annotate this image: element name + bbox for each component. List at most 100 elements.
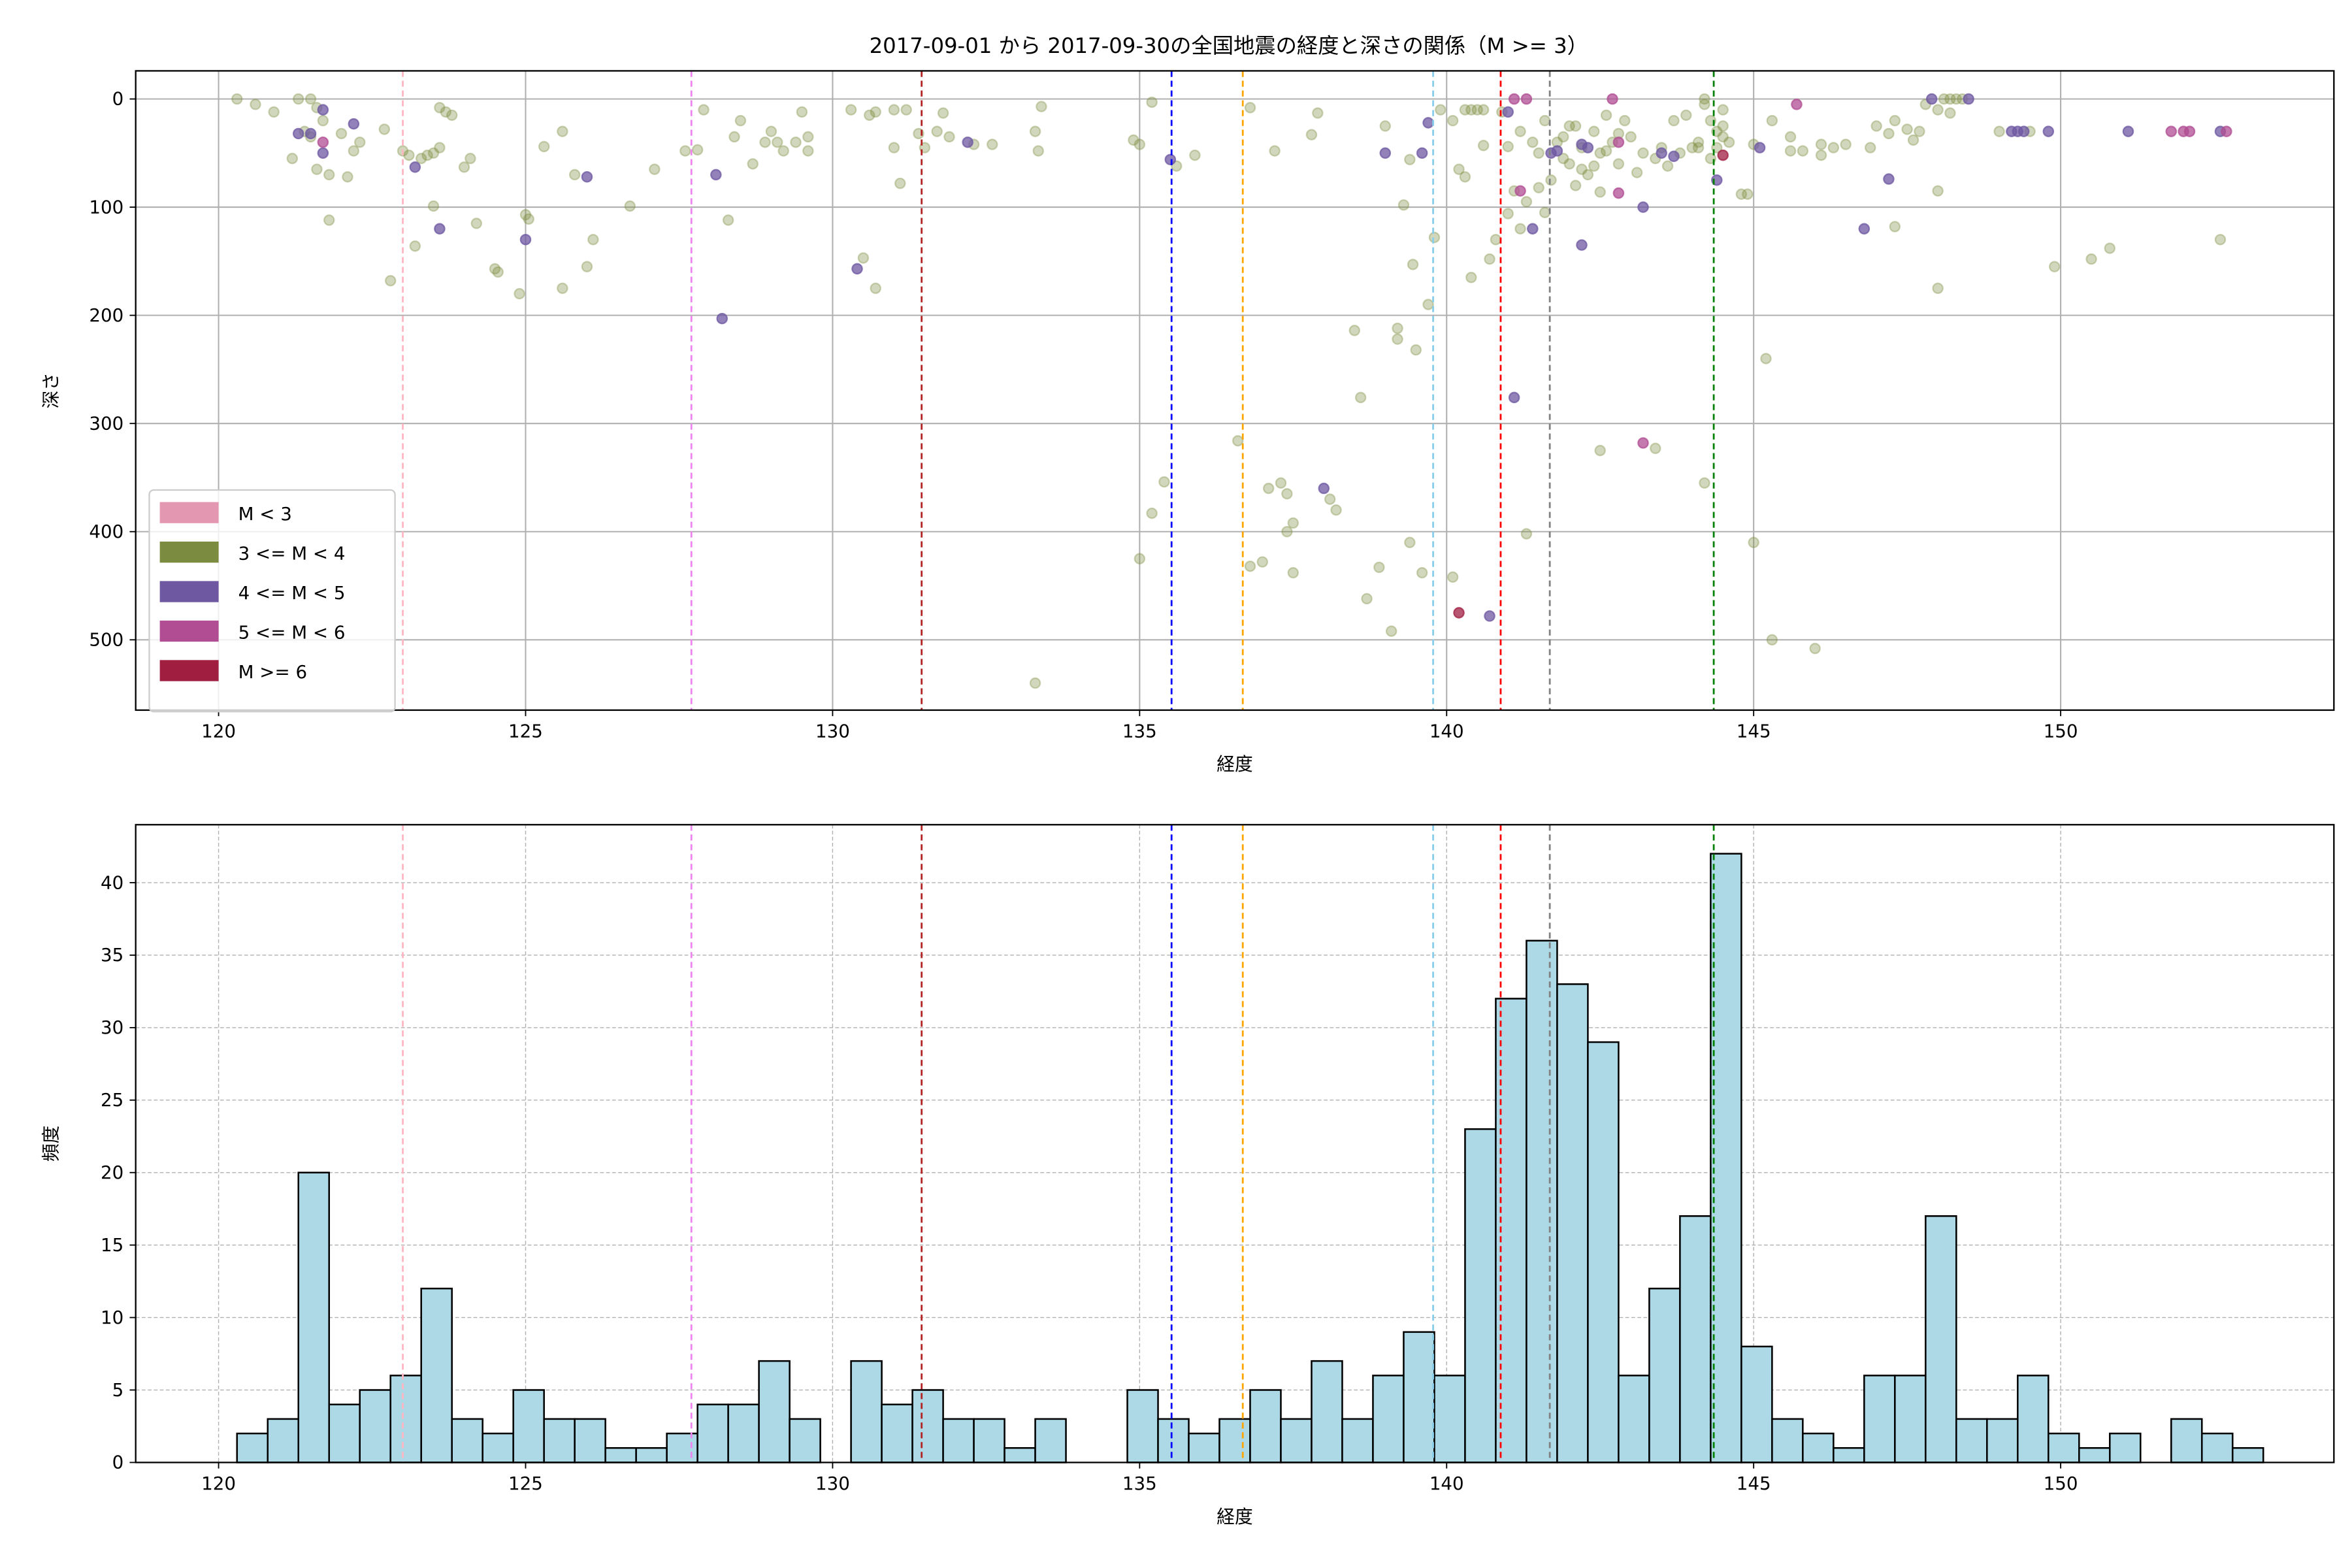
scatter-point xyxy=(415,152,427,165)
histogram-bar xyxy=(359,1389,391,1463)
scatter-point xyxy=(1348,325,1361,336)
scatter-point xyxy=(1588,125,1600,137)
histogram-bar xyxy=(1403,1331,1435,1463)
histogram-bar xyxy=(1004,1447,1036,1463)
scatter-point xyxy=(1502,106,1514,118)
scatter-point xyxy=(317,136,329,148)
scatter-point xyxy=(1545,147,1557,159)
scatter-point xyxy=(1594,147,1606,159)
plot-area xyxy=(135,71,2334,710)
scatter-point xyxy=(1754,142,1766,154)
scatter-point xyxy=(1760,353,1772,365)
scatter-point xyxy=(317,104,329,116)
scatter-point xyxy=(427,147,440,159)
scatter-point xyxy=(698,104,710,116)
scatter-point xyxy=(1514,223,1526,235)
scatter-point xyxy=(1256,556,1269,568)
scatter-point xyxy=(587,233,599,246)
scatter-point xyxy=(857,252,870,264)
scatter-point xyxy=(1533,147,1544,159)
scatter-point xyxy=(747,158,759,170)
scatter-point xyxy=(1324,493,1336,505)
scatter-point xyxy=(900,104,912,116)
legend-swatch xyxy=(159,502,219,523)
scatter-point xyxy=(1993,125,2005,137)
histogram-bar xyxy=(1802,1432,1835,1463)
histogram-bar xyxy=(1034,1418,1067,1463)
legend-swatch xyxy=(159,581,219,602)
scatter-point xyxy=(1607,93,1618,105)
scatter-point xyxy=(1036,101,1047,112)
scatter-point xyxy=(1637,201,1649,213)
histogram-bar xyxy=(328,1403,361,1463)
histogram-bar xyxy=(1526,939,1558,1463)
scatter-point xyxy=(1318,482,1330,495)
legend-swatch xyxy=(159,541,219,563)
y-tick-label: 15 xyxy=(101,1234,123,1256)
y-tick-label: 0 xyxy=(112,88,124,110)
scatter-point xyxy=(2048,261,2061,272)
scatter-point xyxy=(1907,134,1919,146)
scatter-point xyxy=(1735,188,1748,200)
scatter-point xyxy=(1717,104,1729,116)
scatter-point xyxy=(1385,625,1397,637)
scatter-point xyxy=(1656,147,1667,159)
histogram-bar xyxy=(1249,1389,1282,1463)
scatter-point xyxy=(1490,233,1502,246)
scatter-point xyxy=(691,144,704,156)
scatter-point xyxy=(937,107,949,119)
x-tick-label: 125 xyxy=(508,1473,543,1494)
scatter-point xyxy=(1287,566,1299,579)
scatter-point xyxy=(465,152,476,165)
scatter-point xyxy=(1281,525,1293,538)
y-tick-label: 400 xyxy=(89,521,123,542)
scatter-point xyxy=(1502,208,1514,220)
legend-swatch xyxy=(159,660,219,681)
scatter-point xyxy=(2042,125,2055,137)
x-tick-label: 120 xyxy=(201,720,236,742)
histogram-bar xyxy=(482,1432,514,1463)
scatter-point xyxy=(2165,125,2178,137)
scatter-point xyxy=(1661,160,1674,172)
scatter-point xyxy=(679,145,691,157)
scatter-point xyxy=(1612,187,1625,199)
histogram-bar xyxy=(1341,1418,1374,1463)
scatter-point xyxy=(1637,437,1649,449)
x-tick-label: 135 xyxy=(1122,720,1157,742)
scatter-point xyxy=(1392,333,1403,345)
histogram-bar xyxy=(267,1418,300,1463)
scatter-point xyxy=(353,136,366,148)
histogram-bar xyxy=(1188,1432,1220,1463)
histogram-bar xyxy=(696,1403,729,1463)
histogram-bar xyxy=(850,1360,883,1463)
histogram-bar xyxy=(543,1418,576,1463)
scatter-point xyxy=(894,177,906,189)
scatter-point xyxy=(870,282,881,295)
scatter-point xyxy=(1146,507,1158,519)
scatter-point xyxy=(378,123,391,135)
scatter-point xyxy=(943,131,955,143)
histogram-bar xyxy=(1771,1418,1804,1463)
axes-frame xyxy=(135,824,2335,1463)
histogram-bar xyxy=(1740,1345,1773,1463)
scatter-point xyxy=(1428,231,1441,244)
x-tick-label: 135 xyxy=(1122,1473,1157,1494)
scatter-point xyxy=(1032,145,1045,157)
scatter-point xyxy=(1397,199,1410,211)
scatter-point xyxy=(1539,206,1551,219)
histogram-bar xyxy=(2017,1375,2050,1463)
scatter-point xyxy=(1545,174,1557,186)
scatter-point xyxy=(1453,607,1465,619)
legend-swatch xyxy=(159,620,219,642)
scatter-point xyxy=(2214,233,2227,246)
scatter-point xyxy=(986,139,998,150)
scatter-point xyxy=(772,136,783,148)
scatter-point xyxy=(292,93,304,105)
x-tick-label: 130 xyxy=(815,720,850,742)
scatter-point xyxy=(1477,139,1490,152)
histogram-bar xyxy=(1433,1375,1466,1463)
scatter-point xyxy=(2221,125,2232,137)
scatter-point xyxy=(1422,117,1434,129)
scatter-point xyxy=(1619,114,1631,127)
x-tick-label: 140 xyxy=(1429,1473,1464,1494)
